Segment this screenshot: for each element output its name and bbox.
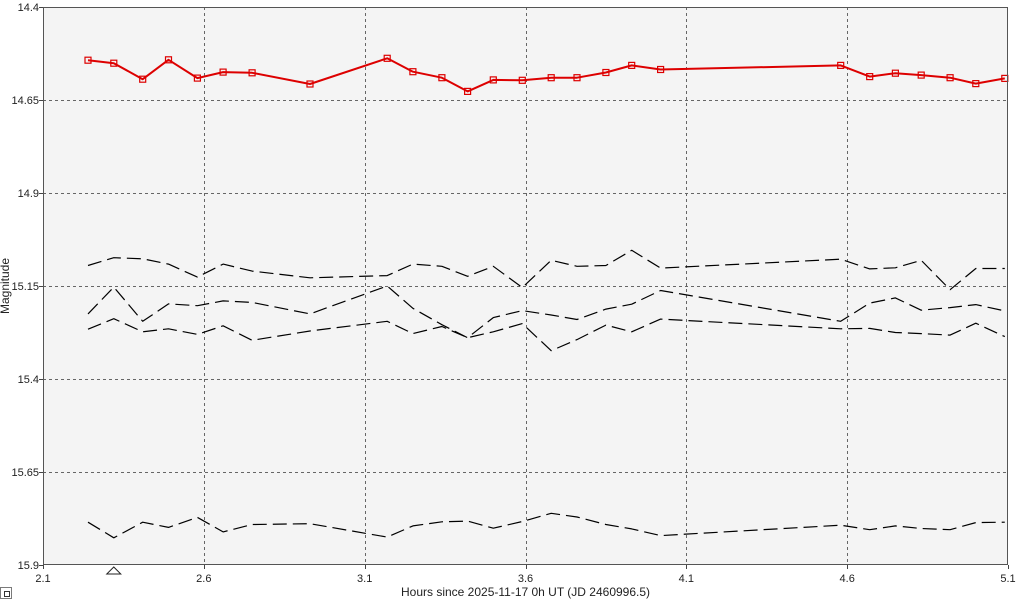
data-point[interactable]	[139, 75, 147, 83]
grid-lines	[43, 7, 1008, 565]
corner-toggle-button[interactable]	[0, 587, 12, 599]
series-line-2	[87, 249, 1005, 291]
series-line-3	[87, 285, 1005, 339]
y-tick-label: 14.9	[18, 188, 39, 200]
y-axis-label: Magnitude	[0, 258, 12, 314]
data-point[interactable]	[866, 72, 874, 81]
data-point[interactable]	[946, 74, 954, 82]
y-tick-label: 14.4	[18, 2, 39, 14]
data-point[interactable]	[656, 65, 665, 74]
data-point[interactable]	[383, 54, 391, 62]
axis-ticks: 2.1 2.6 3.1 3.6 4.1 4.6 5.1 14.4 14.65 14.9 15.15 1…	[11, 2, 1015, 585]
data-point[interactable]	[464, 87, 472, 96]
x-tick-label: 4.6	[840, 573, 855, 585]
data-point[interactable]	[837, 61, 845, 70]
data-point[interactable]	[306, 80, 314, 88]
data-point[interactable]	[164, 56, 173, 64]
series-group	[84, 54, 1009, 539]
data-point[interactable]	[628, 61, 636, 70]
series-line-5	[87, 512, 1005, 539]
plot-frame	[43, 7, 1008, 565]
data-point[interactable]	[219, 68, 227, 76]
data-point[interactable]	[602, 68, 610, 77]
x-tick-label: 2.6	[196, 573, 211, 585]
data-point[interactable]	[193, 74, 201, 82]
y-tick-label: 15.4	[18, 374, 39, 386]
data-point[interactable]	[518, 76, 526, 84]
data-point[interactable]	[438, 74, 446, 82]
y-tick-label: 15.65	[11, 467, 39, 479]
y-tick-label: 15.9	[18, 560, 39, 572]
data-point[interactable]	[917, 71, 925, 79]
x-tick-label: 2.1	[35, 573, 50, 585]
data-point[interactable]	[84, 56, 92, 64]
data-point[interactable]	[409, 68, 417, 76]
data-point[interactable]	[110, 59, 118, 67]
data-point[interactable]	[573, 74, 581, 82]
data-point[interactable]	[248, 69, 256, 77]
x-tick-label: 4.1	[679, 573, 694, 585]
y-tick-label: 15.15	[11, 281, 39, 293]
data-point[interactable]	[489, 76, 497, 84]
time-marker-triangle-icon[interactable]	[105, 566, 122, 575]
series-line-4	[87, 318, 1006, 352]
x-tick-label: 3.1	[357, 573, 372, 585]
data-point[interactable]	[547, 74, 555, 82]
data-point[interactable]	[972, 79, 980, 88]
x-axis-label: Hours since 2025-11-17 0h UT (JD 2460996…	[401, 585, 650, 599]
x-tick-label: 3.6	[518, 573, 533, 585]
y-tick-label: 14.65	[11, 95, 39, 107]
series-line-1	[87, 57, 1005, 93]
x-tick-label: 5.1	[1000, 573, 1015, 585]
data-point[interactable]	[891, 69, 900, 77]
